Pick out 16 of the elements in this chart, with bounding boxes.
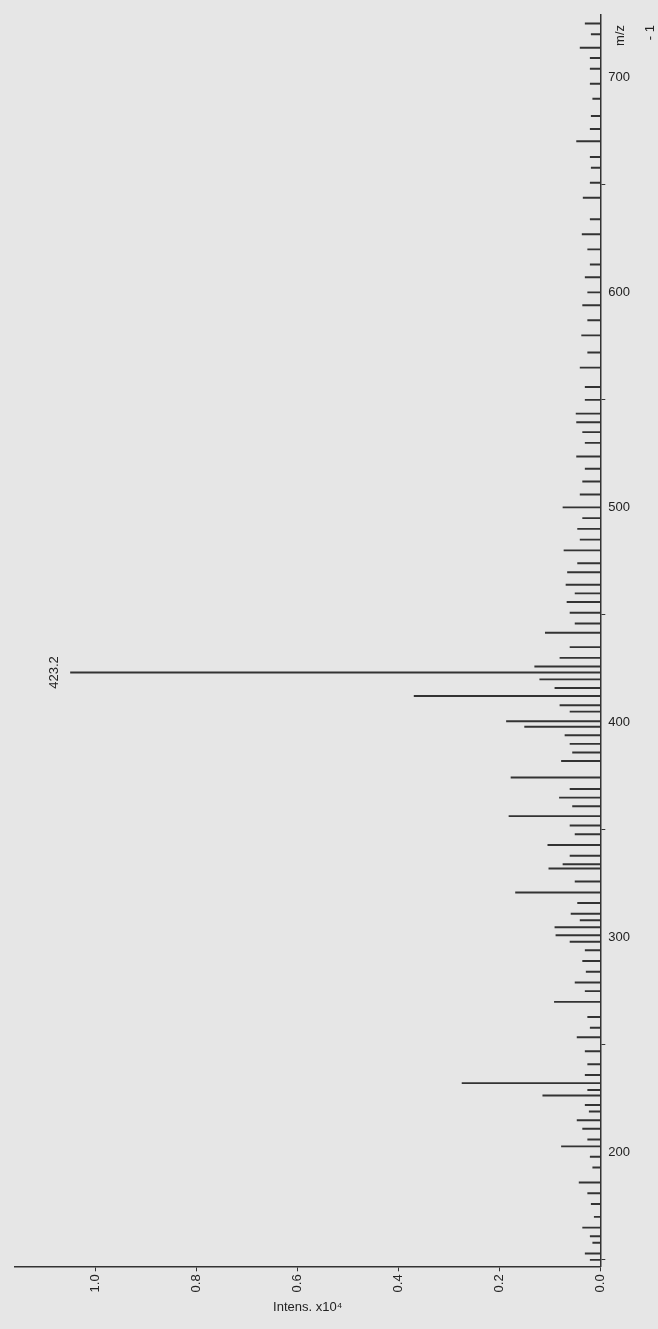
- x-tick-label: 0.0: [591, 1274, 607, 1293]
- y-tick-label: 500: [608, 498, 631, 514]
- x-tick-label: 0.6: [289, 1274, 305, 1293]
- y-tick-label: 600: [608, 283, 631, 299]
- x-axis-title: Intens. x10⁴: [273, 1298, 343, 1314]
- x-tick-label: 1.0: [87, 1274, 103, 1293]
- y-tick-label: 200: [608, 1143, 631, 1159]
- y-tick-label: 300: [608, 928, 631, 944]
- text: - 1: [641, 25, 657, 41]
- x-tick-label: 0.2: [490, 1274, 506, 1293]
- annotation: 423.2: [45, 656, 61, 689]
- x-tick-label: 0.8: [188, 1274, 204, 1293]
- x-tick-label: 0.4: [390, 1274, 406, 1293]
- y-tick-label: 700: [608, 68, 631, 84]
- y-tick-label: 400: [608, 713, 631, 729]
- text: m/z: [611, 25, 627, 46]
